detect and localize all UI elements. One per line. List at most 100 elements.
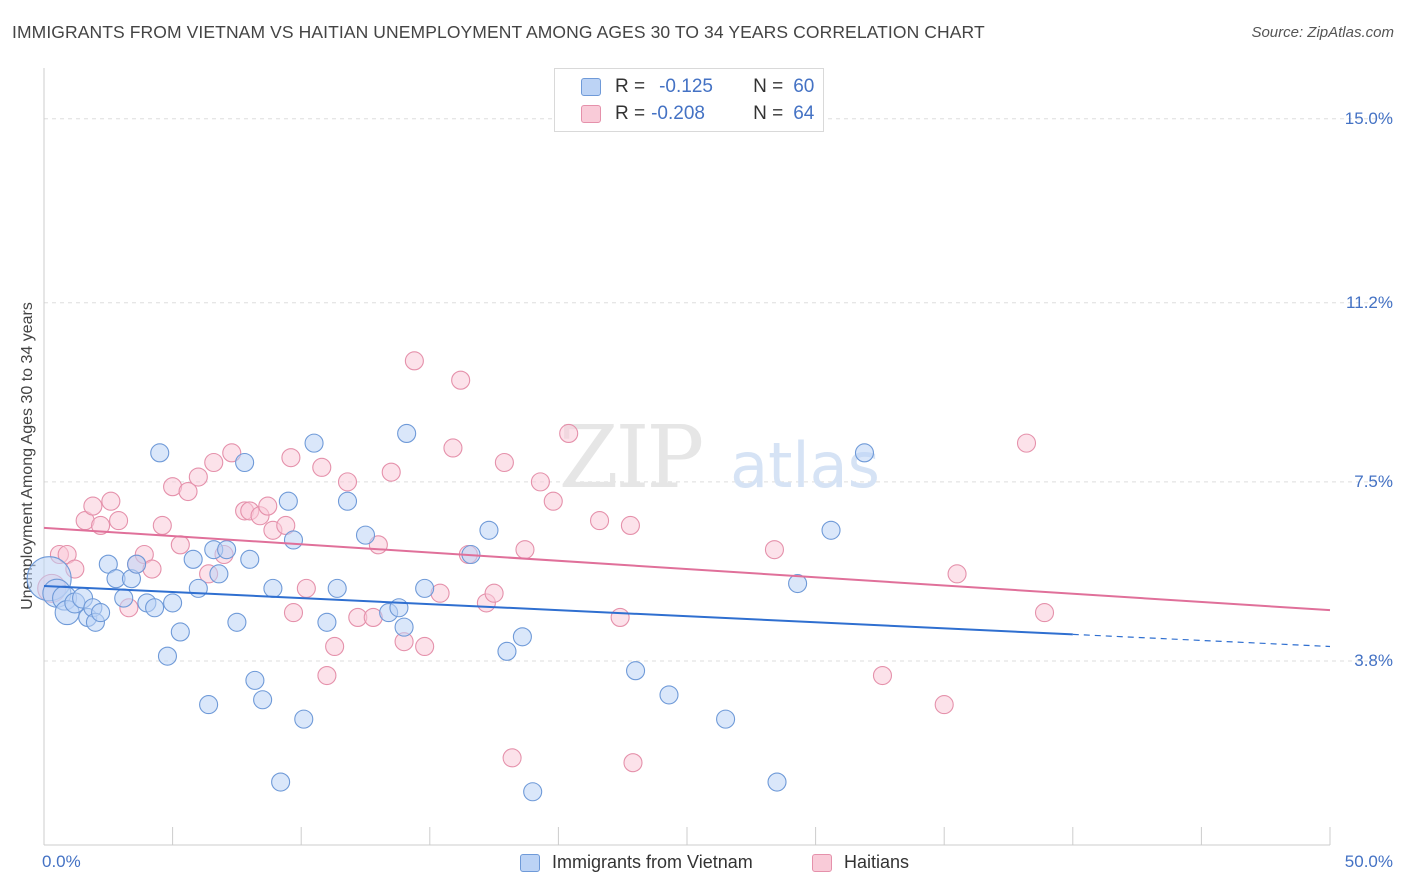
vietnam-point	[659, 685, 679, 705]
n-value: 64	[793, 103, 815, 124]
vietnam-trend-extension	[1072, 633, 1331, 648]
vietnam-point	[170, 622, 190, 642]
vietnam-point	[235, 452, 255, 473]
r-value: -0.125	[659, 76, 713, 97]
vietnam-point	[150, 443, 170, 463]
haiti-point	[222, 443, 242, 463]
haiti-point	[188, 467, 208, 487]
vietnam-point	[854, 443, 875, 463]
source-label: Source: ZipAtlas.com	[1251, 24, 1394, 41]
haiti-point	[764, 540, 784, 560]
vietnam-point	[821, 520, 841, 540]
haiti-point	[109, 511, 129, 531]
haiti-point	[281, 448, 301, 468]
haiti-point	[443, 438, 463, 458]
haiti-point	[381, 462, 401, 482]
vietnam-point	[327, 578, 347, 598]
r-label: R =	[615, 103, 646, 124]
vietnam-point	[355, 525, 376, 545]
vietnam-point	[127, 554, 147, 574]
haiti-point	[484, 583, 504, 603]
haiti-point	[515, 540, 535, 560]
haiti-trend-line	[43, 526, 1331, 612]
watermark-zip: ZIP	[559, 408, 702, 508]
vietnam-point	[145, 598, 165, 618]
vietnam-point	[91, 603, 111, 623]
haiti-point	[623, 753, 643, 773]
stats-legend: R = -0.125 N = 60 R = -0.208 N = 64	[554, 68, 824, 132]
haiti-point	[502, 748, 522, 768]
haiti-point	[258, 496, 278, 516]
haiti-point	[83, 496, 103, 516]
haiti-point	[530, 472, 550, 492]
x-tick-label-max: 50.0%	[1344, 852, 1393, 871]
vietnam-point	[183, 549, 203, 569]
axes	[43, 68, 1331, 846]
n-label: N =	[753, 103, 784, 124]
grid	[44, 118, 1392, 662]
vietnam-trend-line	[43, 584, 1073, 636]
vietnam-point	[263, 578, 283, 598]
haiti-point	[337, 472, 358, 492]
haiti-point	[1034, 603, 1055, 623]
haiti-point	[325, 636, 345, 657]
vietnam-point	[394, 617, 414, 637]
vietnam-legend-swatch	[520, 853, 540, 872]
x-tick-label-min: 0.0%	[42, 852, 81, 871]
y-tick-label: 7.5%	[1354, 471, 1393, 491]
vietnam-point	[294, 709, 314, 729]
vietnam-point	[217, 540, 237, 560]
vietnam-point	[157, 646, 178, 666]
haiti-point	[934, 695, 954, 715]
haiti-point	[283, 603, 304, 623]
haiti-point	[296, 578, 316, 598]
legend-label: Immigrants from Vietnam	[552, 852, 753, 872]
legend-item-haitians[interactable]: Haitians	[812, 852, 909, 873]
haiti-point	[404, 351, 424, 371]
legend-item-vietnam[interactable]: Immigrants from Vietnam	[520, 852, 753, 873]
vietnam-point	[479, 520, 499, 540]
vietnam-point	[523, 782, 543, 802]
vietnam-point	[199, 695, 219, 715]
haiti-point	[451, 370, 471, 390]
vietnam-point	[271, 772, 291, 792]
haiti-point	[415, 636, 435, 657]
vietnam-point	[188, 578, 208, 598]
vietnam-point	[788, 573, 808, 594]
vietnam-point	[278, 491, 298, 511]
vietnam-point	[253, 690, 273, 710]
vietnam-point	[497, 641, 517, 661]
y-tick-label: 11.2%	[1346, 292, 1393, 312]
r-value: -0.208	[651, 103, 705, 124]
vietnam-point	[337, 491, 358, 511]
vietnam-point	[227, 612, 247, 632]
haiti-point	[494, 452, 514, 473]
vietnam-point	[512, 627, 532, 647]
haiti-swatch	[581, 105, 601, 123]
haiti-point	[872, 665, 893, 686]
stats-row-vietnam: R = -0.125 N = 60	[581, 76, 814, 98]
haiti-point	[590, 511, 610, 531]
vietnam-point	[240, 549, 260, 569]
vietnam-point	[716, 709, 736, 729]
trend-lines	[43, 526, 1331, 648]
haitians-legend-swatch	[812, 853, 832, 872]
haiti-point	[170, 535, 190, 555]
legend-label: Haitians	[844, 852, 910, 872]
data-points	[26, 351, 1055, 802]
stats-row-haiti: R = -0.208 N = 64	[581, 103, 814, 125]
n-label: N =	[753, 76, 784, 97]
haiti-point	[543, 491, 563, 511]
haiti-point	[312, 457, 332, 477]
haiti-point	[947, 564, 967, 584]
haiti-point	[610, 607, 630, 627]
vietnam-point	[397, 423, 417, 443]
vietnam-point	[415, 578, 435, 598]
haiti-point	[91, 515, 111, 535]
y-tick-label: 3.8%	[1354, 651, 1393, 670]
vietnam-swatch	[581, 78, 601, 96]
vietnam-point	[317, 612, 337, 632]
vietnam-point	[114, 588, 134, 608]
y-tick-label: 15.0%	[1344, 108, 1393, 128]
haiti-point	[178, 482, 198, 502]
